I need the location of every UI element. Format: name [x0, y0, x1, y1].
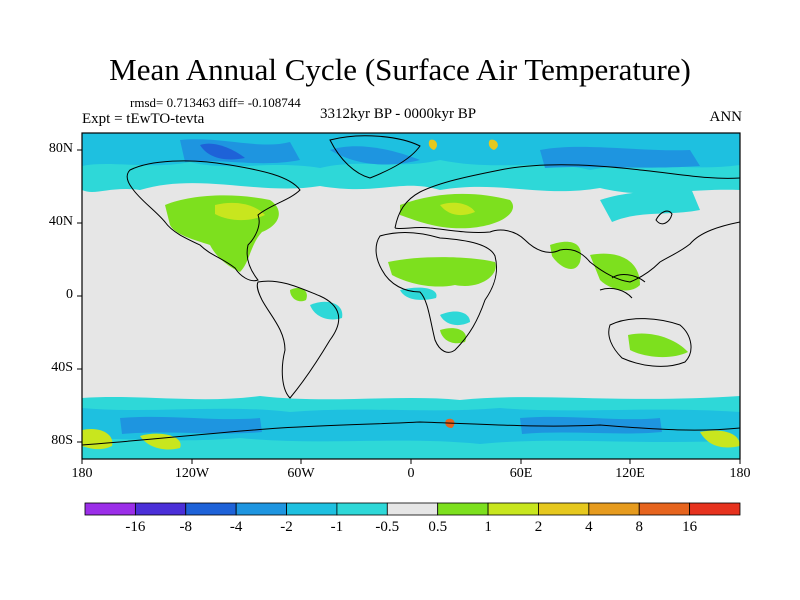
antarctic-warm-spot [700, 430, 740, 448]
lat-label-80s: 80S [51, 433, 73, 448]
arctic-warm-spot [428, 139, 437, 150]
colorbar-label: 8 [635, 519, 643, 535]
colorbar-label: -8 [179, 519, 193, 535]
lat-label-40s: 40S [51, 360, 73, 375]
colorbar-label: 0.5 [428, 519, 448, 535]
coastlines [81, 135, 741, 446]
arctic-warm-spot [488, 139, 498, 150]
colorbar-box [638, 502, 691, 516]
antarctica-coast [81, 421, 741, 446]
colorbar-label: -2 [280, 519, 293, 535]
east-asia-cool [600, 186, 700, 222]
eurasia-coast [394, 164, 741, 283]
colorbar-label: 4 [585, 519, 593, 535]
antarctic-strong-cold [120, 416, 262, 434]
colorbar-box [336, 502, 388, 516]
japan-coast [655, 210, 673, 225]
lon-label-180w: 180 [71, 466, 93, 481]
south-america-warm [290, 288, 307, 302]
south-america-coast [256, 280, 340, 399]
north-america-warmer [215, 202, 265, 221]
colorbar-label: 2 [534, 519, 543, 535]
colorbar-label: -4 [229, 519, 243, 535]
greenland-cold [330, 146, 420, 165]
lon-label-0: 0 [407, 466, 415, 481]
colorbar-box [689, 502, 741, 516]
lon-label-180e: 180 [729, 466, 751, 481]
colorbar-box [84, 502, 136, 516]
lon-label-120w: 120W [174, 466, 210, 481]
colorbar-box [538, 502, 590, 516]
colorbar-box [386, 502, 439, 516]
antarctic-cold-band [82, 408, 740, 444]
experiment-label: Expt = tEwTO-tevta [82, 111, 205, 127]
north-america-coast [126, 160, 301, 282]
india-warm [550, 241, 581, 269]
colorbar [84, 502, 741, 516]
colorbar-box [487, 502, 539, 516]
colorbar-box [185, 502, 237, 516]
greenland-coast [329, 135, 421, 179]
season-label: ANN [709, 109, 743, 125]
africa-coast [375, 231, 498, 353]
colorbar-box [235, 502, 287, 516]
period-label: 3312kyr BP - 0000kyr BP [320, 106, 477, 122]
australia-warm [628, 333, 688, 358]
colorbar-label: 16 [682, 519, 698, 535]
lon-label-60e: 60E [509, 466, 533, 481]
lat-label-0: 0 [66, 287, 73, 302]
colorbar-box [134, 502, 187, 516]
arctic-strong-cold [200, 143, 245, 160]
colorbar-box [588, 502, 640, 516]
indonesia-coast [599, 274, 646, 299]
plot-title: Mean Annual Cycle (Surface Air Temperatu… [109, 52, 691, 87]
axis-ticks [77, 149, 741, 464]
lon-label-120e: 120E [615, 466, 645, 481]
colorbar-box [437, 502, 489, 516]
colorbar-label: -1 [330, 519, 344, 535]
lat-label-40n: 40N [48, 214, 73, 229]
central-africa-cool [440, 311, 470, 326]
colorbar-label: -16 [125, 519, 146, 535]
colorbar-box [286, 502, 338, 516]
colorbar-label: 1 [484, 519, 492, 535]
anomaly-fields [82, 133, 740, 459]
lat-label-80n: 80N [48, 141, 73, 156]
sahel-warm [388, 257, 496, 287]
colorbar-label: -0.5 [375, 519, 400, 535]
lon-label-60w: 60W [287, 466, 315, 481]
europe-warmer [440, 202, 475, 216]
siberian-arctic-cold [540, 146, 700, 168]
australia-coast [608, 318, 692, 367]
stats-text: rmsd= 0.713463 diff= -0.108744 [130, 95, 301, 110]
south-africa-warm [440, 328, 466, 344]
